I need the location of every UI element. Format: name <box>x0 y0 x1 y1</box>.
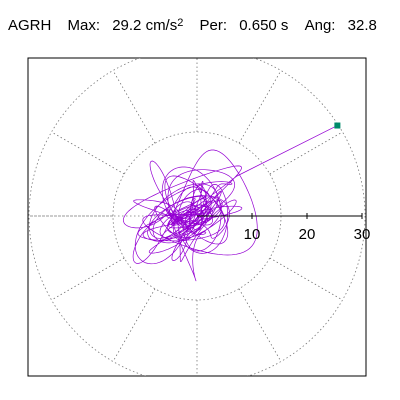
motion-trace <box>122 125 338 282</box>
trace-line <box>122 125 338 282</box>
angle-value: 32.8 <box>347 17 377 34</box>
header-bar: AGRH Max: 29.2 cm/s2 Per: 0.650 s Ang: 3… <box>8 14 400 38</box>
peak-marker <box>334 122 341 129</box>
angle-label: Ang: <box>304 17 336 34</box>
max-unit-exponent: 2 <box>177 17 184 29</box>
station-code: AGRH <box>8 17 52 34</box>
radial-tick-label-30: 30 <box>354 226 371 243</box>
radial-tick-label-10: 10 <box>244 226 261 243</box>
period-value: 0.650 s <box>239 17 289 34</box>
peak-marker-layer <box>334 122 341 129</box>
radial-tick-label-20: 20 <box>299 226 316 243</box>
grid-ring-1 <box>28 58 366 376</box>
period-label: Per: <box>199 17 228 34</box>
radial-axis: 10 20 30 <box>197 213 370 243</box>
max-label: Max: <box>67 17 101 34</box>
max-value: 29.2 cm/s <box>112 17 178 34</box>
